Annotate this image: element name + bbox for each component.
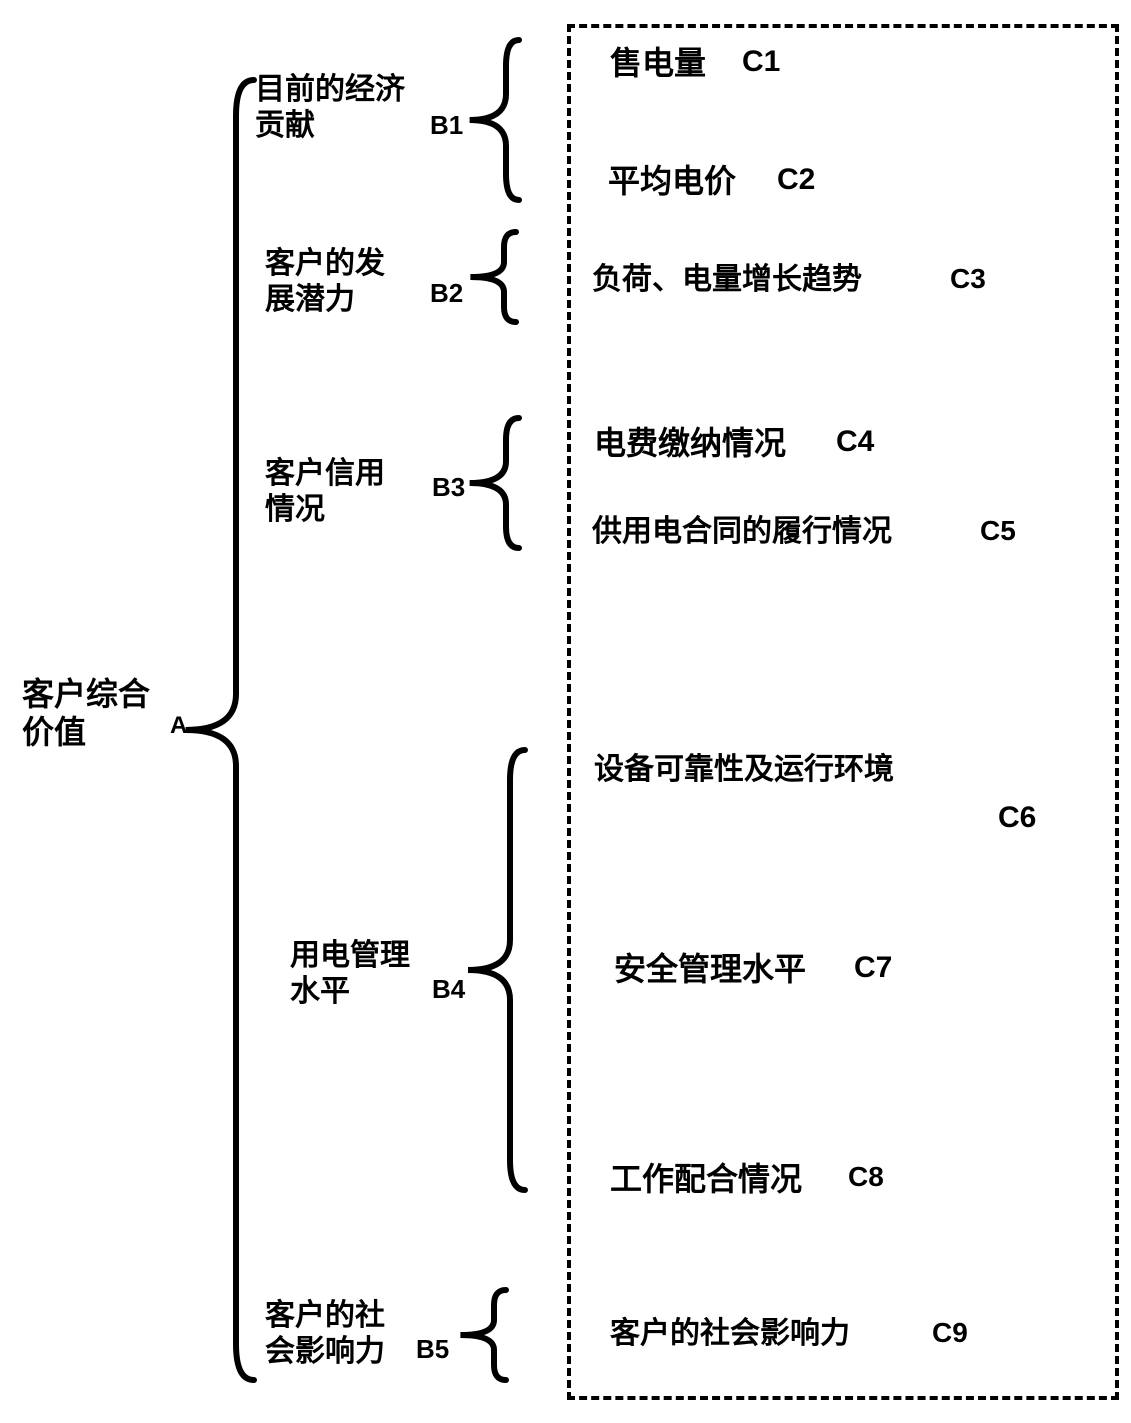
c-label-c9: 客户的社会影响力	[610, 1316, 850, 1352]
c-label-c8: 工作配合情况	[610, 1160, 802, 1198]
c-label-c2: 平均电价	[608, 162, 736, 200]
c-label-c3: 负荷、电量增长趋势	[592, 262, 862, 298]
c-label-c6: 设备可靠性及运行环境	[594, 752, 894, 788]
c-code-c2: C2	[777, 162, 815, 198]
c-code-c3: C3	[950, 262, 986, 296]
b-code-b5: B5	[416, 1334, 449, 1365]
c-code-c9: C9	[932, 1316, 968, 1350]
brace-b5	[0, 0, 1131, 1423]
c-label-c1: 售电量	[610, 44, 706, 82]
c-label-c7: 安全管理水平	[614, 950, 806, 988]
c-label-c4: 电费缴纳情况	[594, 424, 786, 462]
c-code-c7: C7	[854, 950, 892, 986]
c-code-c4: C4	[836, 424, 874, 460]
c-code-c8: C8	[848, 1160, 884, 1194]
c-code-c6: C6	[998, 800, 1036, 836]
c-code-c5: C5	[980, 514, 1016, 548]
c-label-c5: 供用电合同的履行情况	[592, 514, 892, 550]
b-label-b5: 客户的社 会影响力	[265, 1298, 385, 1370]
c-code-c1: C1	[742, 44, 780, 80]
